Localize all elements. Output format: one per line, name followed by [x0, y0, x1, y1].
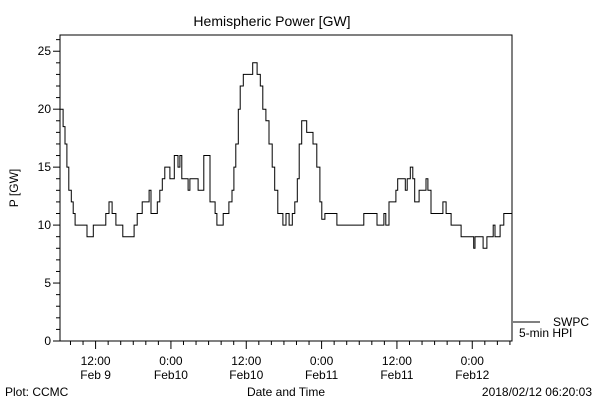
legend-label-line2: 5-min HPI	[519, 326, 572, 340]
x-tick-label-time: 0:00	[159, 354, 183, 368]
x-tick-label-time: 12:00	[81, 354, 111, 368]
x-tick-label-time: 0:00	[310, 354, 334, 368]
x-tick-label-time: 12:00	[231, 354, 261, 368]
x-tick-label-date: Feb 9	[80, 368, 111, 382]
x-tick-label-date: Feb11	[380, 368, 413, 382]
series-line-swpc	[60, 62, 512, 249]
footer-timestamp: 2018/02/12 06:20:03	[482, 385, 592, 399]
y-tick-label: 15	[38, 160, 52, 174]
y-axis: 0 5 10 15 20 25	[38, 39, 60, 348]
y-tick-label: 20	[38, 102, 52, 116]
x-tick-label-date: Feb10	[154, 368, 188, 382]
x-axis-label: Date and Time	[247, 385, 325, 399]
x-tick-label-date: Feb10	[229, 368, 263, 382]
y-axis-label: P [GW]	[7, 169, 21, 207]
legend-label-line1: SWPC	[553, 315, 589, 329]
y-tick-label: 10	[38, 218, 52, 232]
x-tick-label-time: 0:00	[461, 354, 485, 368]
y-tick-label: 0	[44, 334, 51, 348]
plot-frame	[59, 34, 513, 342]
x-tick-label-time: 12:00	[382, 354, 412, 368]
x-tick-label-date: Feb12	[455, 368, 489, 382]
chart-title: Hemispheric Power [GW]	[193, 13, 350, 29]
y-tick-label: 5	[44, 276, 51, 290]
footer-plot-credit: Plot: CCMC	[5, 385, 69, 399]
y-tick-label: 25	[38, 44, 52, 58]
x-tick-label-date: Feb11	[305, 368, 338, 382]
